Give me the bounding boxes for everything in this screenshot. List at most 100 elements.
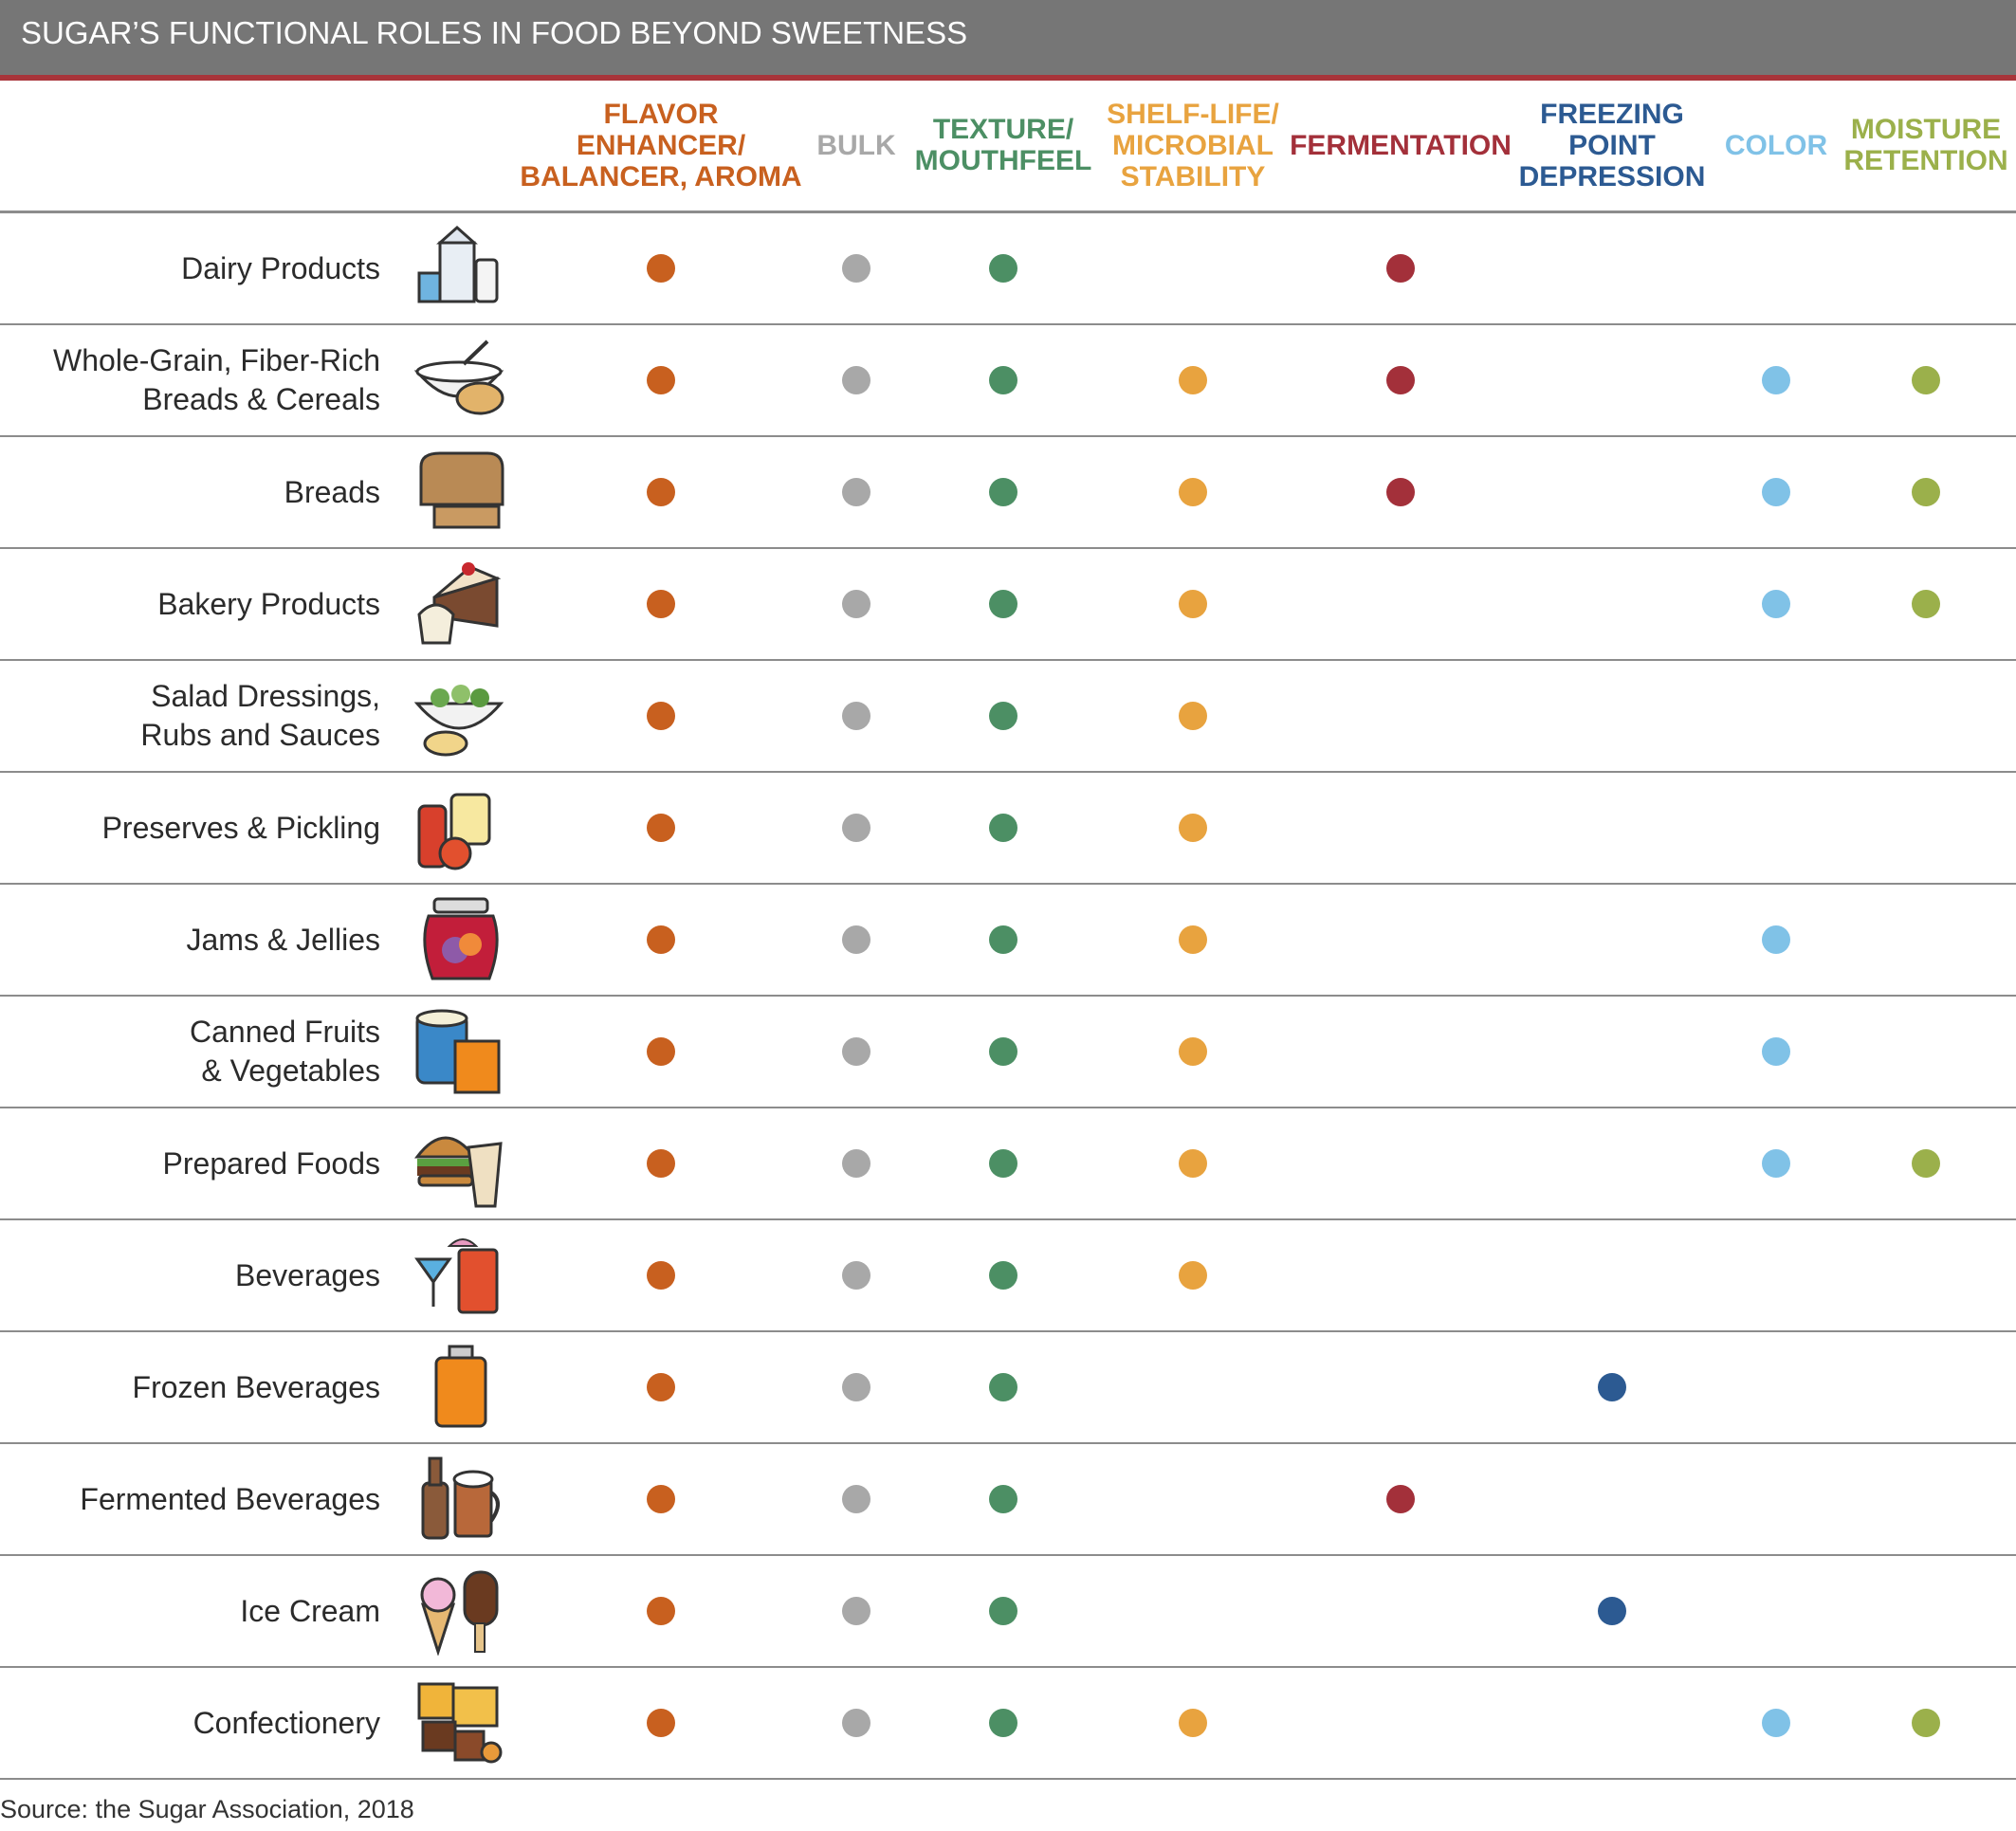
role-dot	[842, 478, 871, 506]
row-divider	[0, 1330, 2016, 1332]
role-dot	[989, 1373, 1017, 1401]
row-label-line: Frozen Beverages	[132, 1369, 380, 1404]
role-dot	[989, 1485, 1017, 1513]
row-divider	[0, 1107, 2016, 1108]
row-label: Jams & Jellies	[187, 884, 381, 996]
table-row: Beverages	[0, 1219, 2016, 1332]
column-header-line: BALANCER, AROMA	[520, 160, 802, 192]
source-note: Source: the Sugar Association, 2018	[0, 1795, 414, 1823]
row-label: Salad Dressings, Rubs and Sauces	[140, 660, 380, 772]
cocktail-icon	[410, 1231, 508, 1320]
ice-cream-icon	[410, 1566, 508, 1657]
role-dot	[1762, 478, 1790, 506]
column-header-line: POINT	[1568, 129, 1656, 161]
table-row: Confectionery	[0, 1667, 2016, 1780]
row-label-line: Ice Cream	[240, 1593, 380, 1628]
table-row: Preserves & Pickling	[0, 772, 2016, 885]
burger-wrap-icon	[410, 1119, 508, 1208]
role-dot	[647, 1261, 675, 1290]
role-dot	[647, 702, 675, 730]
row-label: Prepared Foods	[163, 1108, 380, 1219]
role-dot	[1762, 1149, 1790, 1178]
role-dot	[842, 814, 871, 842]
column-header-line: TEXTURE/	[932, 114, 1074, 145]
row-divider	[0, 1442, 2016, 1444]
row-divider	[0, 1778, 2016, 1780]
role-dot	[1912, 366, 1940, 394]
role-dot	[1912, 1709, 1940, 1737]
role-dot	[842, 254, 871, 283]
role-dot	[989, 1037, 1017, 1066]
row-divider	[0, 995, 2016, 997]
row-label: Confectionery	[193, 1667, 380, 1779]
can-juice-box-icon	[410, 1007, 508, 1096]
table-row: Breads	[0, 436, 2016, 549]
column-header-line: DEPRESSION	[1518, 160, 1706, 192]
row-divider	[0, 1218, 2016, 1220]
role-dot	[842, 1597, 871, 1625]
role-dot	[1912, 478, 1940, 506]
column-header-line: STABILITY	[1120, 160, 1266, 192]
column-header: MOISTURE RETENTION	[1843, 93, 2007, 197]
role-dot	[842, 590, 871, 618]
table-row: Whole-Grain, Fiber-Rich Breads & Cereals	[0, 324, 2016, 437]
column-header-line: COLOR	[1724, 129, 1828, 161]
row-label: Preserves & Pickling	[102, 772, 380, 884]
role-dot	[647, 814, 675, 842]
role-dot	[842, 1485, 871, 1513]
role-dot	[1598, 1597, 1626, 1625]
role-dot	[989, 1709, 1017, 1737]
role-dot	[1179, 366, 1207, 394]
title-bar: SUGAR’S FUNCTIONAL ROLES IN FOOD BEYOND …	[0, 0, 2016, 76]
title-underline	[0, 75, 2016, 81]
column-header: TEXTURE/MOUTHFEEL	[915, 93, 1092, 197]
table-row: Salad Dressings, Rubs and Sauces	[0, 660, 2016, 773]
role-dot	[1386, 1485, 1415, 1513]
row-label: Frozen Beverages	[133, 1331, 380, 1443]
cake-slice-icon	[410, 559, 508, 649]
row-divider	[0, 323, 2016, 325]
column-header: COLOR	[1725, 93, 1827, 197]
role-dot	[842, 1149, 871, 1178]
role-dot	[1762, 1709, 1790, 1737]
row-divider	[0, 659, 2016, 661]
candy-icon	[410, 1678, 508, 1767]
role-dot	[842, 366, 871, 394]
role-dot	[1386, 366, 1415, 394]
role-dot	[1386, 254, 1415, 283]
row-label-line: Jams & Jellies	[186, 922, 381, 957]
role-dot	[842, 1261, 871, 1290]
column-header-line: ENHANCER/	[576, 129, 746, 161]
column-header-line: RETENTION	[1843, 145, 2008, 176]
column-header: FREEZING POINT DEPRESSION	[1519, 93, 1706, 197]
role-dot	[1179, 814, 1207, 842]
beer-bottle-mug-icon	[410, 1455, 508, 1544]
table-row: Prepared Foods	[0, 1108, 2016, 1220]
role-dot	[647, 254, 675, 283]
table-row: Jams & Jellies	[0, 884, 2016, 997]
row-label-line: Preserves & Pickling	[101, 810, 380, 845]
column-header-line: MOUTHFEEL	[914, 145, 1092, 176]
role-dot	[842, 702, 871, 730]
ketchup-jar-icon	[410, 783, 508, 872]
salad-bowl-icon	[410, 671, 508, 760]
row-label-line: Bakery Products	[157, 586, 380, 621]
row-label: Whole-Grain, Fiber-Rich Breads & Cereals	[53, 324, 380, 436]
column-header-line: FREEZING	[1540, 98, 1684, 130]
column-header: FERMENTATION	[1290, 93, 1512, 197]
row-divider	[0, 435, 2016, 437]
role-dot	[647, 1709, 675, 1737]
chart-title: SUGAR’S FUNCTIONAL ROLES IN FOOD BEYOND …	[21, 15, 968, 50]
role-dot	[647, 1597, 675, 1625]
role-dot	[1386, 478, 1415, 506]
row-label-line: Rubs and Sauces	[140, 718, 380, 752]
role-dot	[1179, 1037, 1207, 1066]
row-label-line: Breads	[284, 474, 380, 509]
row-label-line: Breads & Cereals	[142, 382, 380, 416]
row-divider	[0, 1666, 2016, 1668]
role-dot	[1179, 925, 1207, 954]
role-dot	[647, 366, 675, 394]
role-dot	[647, 1037, 675, 1066]
row-label-line: Salad Dressings,	[151, 679, 380, 713]
bread-loaf-icon	[410, 448, 508, 537]
